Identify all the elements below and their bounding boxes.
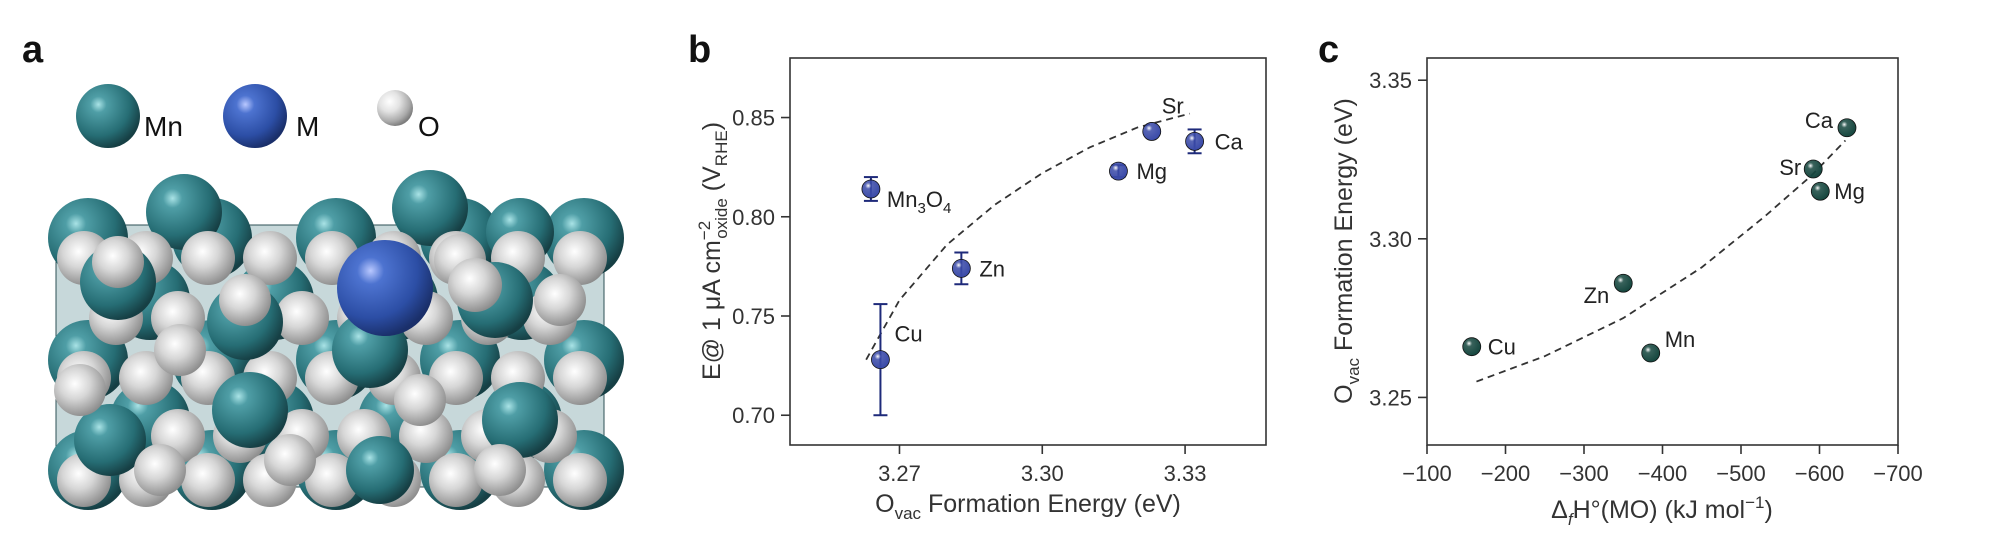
x-tick-label: 3.33 bbox=[1164, 461, 1207, 486]
o-atom bbox=[429, 453, 483, 507]
x-tick-label: −600 bbox=[1795, 461, 1845, 486]
panel-c-x-axis-title: ΔfH°(MO) (kJ mol−1) bbox=[1551, 493, 1773, 529]
panel-a-structure: a Mn M O bbox=[22, 29, 624, 510]
o-atom bbox=[275, 291, 329, 345]
slab-structure bbox=[48, 170, 624, 510]
data-point-ca bbox=[1185, 131, 1204, 151]
x-tick-label: −700 bbox=[1873, 461, 1923, 486]
legend-mn-label: Mn bbox=[144, 111, 183, 142]
point-label-ca: Ca bbox=[1215, 129, 1244, 154]
o-atom bbox=[553, 351, 607, 405]
y-tick-label: 0.75 bbox=[732, 304, 775, 329]
y-tick-label: 0.70 bbox=[732, 403, 775, 428]
o-atom bbox=[394, 374, 446, 426]
panel-b-chart: b 3.27 3.30 3.330.700.750.800.85 CuZnMgSrC… bbox=[688, 29, 1267, 523]
mn-atom bbox=[212, 372, 288, 448]
legend-o-label: O bbox=[418, 111, 440, 142]
data-point-sr bbox=[1142, 122, 1162, 141]
o-atom bbox=[181, 231, 235, 285]
point-label-mn: Mn bbox=[1665, 327, 1696, 352]
point-label-sr: Sr bbox=[1779, 155, 1801, 180]
x-tick-label: −500 bbox=[1716, 461, 1766, 486]
o-atom bbox=[243, 231, 297, 285]
data-point-mg bbox=[1109, 161, 1128, 181]
point-label-sr: Sr bbox=[1162, 93, 1184, 118]
mn-atom bbox=[346, 436, 414, 504]
point-label-cu: Cu bbox=[894, 322, 922, 347]
panel-b-axes: 3.27 3.30 3.33 0.70 0.75 0.80 0.85 bbox=[732, 106, 1207, 486]
x-tick-label: −200 bbox=[1481, 461, 1531, 486]
panel-b-fit-curve bbox=[865, 112, 1191, 361]
o-atom bbox=[154, 324, 206, 376]
o-atom bbox=[534, 274, 586, 326]
data-point-mg bbox=[1810, 181, 1830, 201]
data-point-cu bbox=[1462, 337, 1482, 357]
data-point-cu bbox=[871, 350, 890, 370]
x-tick-label: 3.27 bbox=[878, 461, 921, 486]
y-tick-label: 0.85 bbox=[732, 106, 775, 131]
data-point-zn bbox=[1613, 273, 1633, 293]
data-point-zn bbox=[951, 258, 971, 278]
data-point-mn bbox=[1641, 343, 1661, 363]
panel-a-letter: a bbox=[22, 29, 44, 71]
data-point-sr bbox=[1803, 159, 1823, 179]
data-point-mn3o4 bbox=[861, 179, 881, 199]
x-tick-label: −300 bbox=[1559, 461, 1609, 486]
legend-o: O bbox=[377, 90, 440, 142]
point-label-mg: Mg bbox=[1834, 179, 1865, 204]
o-atom-icon bbox=[377, 90, 413, 126]
legend-m: M bbox=[223, 84, 319, 148]
o-atom bbox=[181, 453, 235, 507]
panel-c-axes: −100 −200 −300 −400 −500 −600 −700 3.25 3.30 3.35 bbox=[1369, 68, 1923, 486]
mn-atom bbox=[74, 404, 146, 476]
mn-atom bbox=[146, 174, 222, 250]
point-label-mn3o4: Mn3O4 bbox=[887, 187, 951, 217]
panel-b-letter: b bbox=[688, 29, 711, 71]
y-tick-label: 3.35 bbox=[1369, 68, 1412, 93]
panel-c-letter: c bbox=[1318, 29, 1339, 71]
point-label-zn: Zn bbox=[1584, 283, 1610, 308]
o-atom bbox=[553, 453, 607, 507]
mn-atom-icon bbox=[76, 84, 140, 148]
y-tick-label: 3.30 bbox=[1369, 227, 1412, 252]
panel-b-y-axis-title: E@ 1 μA cm−2oxide (VRHE) bbox=[695, 122, 731, 380]
point-label-mg: Mg bbox=[1136, 159, 1167, 184]
o-atom bbox=[448, 258, 502, 312]
o-atom bbox=[553, 231, 607, 285]
point-label-cu: Cu bbox=[1488, 335, 1516, 360]
mn-atom bbox=[392, 170, 468, 246]
y-tick-label: 3.25 bbox=[1369, 385, 1412, 410]
o-atom bbox=[134, 444, 186, 496]
o-atom bbox=[305, 453, 359, 507]
x-tick-label: 3.30 bbox=[1021, 461, 1064, 486]
point-label-ca: Ca bbox=[1805, 108, 1834, 133]
panel-c-chart: c −100 −200 −300 −400 −500 −600 −700 3.25 3.30 3.… bbox=[1318, 29, 1923, 529]
panel-c-points: Cu Zn Mn Sr Mg Ca bbox=[1462, 108, 1865, 363]
o-atom bbox=[54, 364, 106, 416]
m-atom-icon bbox=[223, 84, 287, 148]
o-atom bbox=[219, 274, 271, 326]
point-label-zn: Zn bbox=[979, 256, 1005, 281]
panel-b-plot-frame bbox=[789, 57, 1267, 446]
data-point-ca bbox=[1837, 118, 1857, 138]
legend-mn: Mn bbox=[76, 84, 183, 148]
mn-atom bbox=[482, 382, 558, 458]
x-tick-label: −400 bbox=[1638, 461, 1688, 486]
panel-b-x-axis-title: Ovac Formation Energy (eV) bbox=[875, 490, 1181, 523]
o-atom bbox=[92, 236, 144, 288]
panel-c-y-axis-title: Ovac Formation Energy (eV) bbox=[1330, 98, 1363, 404]
y-tick-label: 0.80 bbox=[732, 205, 775, 230]
o-atom bbox=[474, 444, 526, 496]
legend-m-label: M bbox=[296, 111, 319, 142]
x-tick-label: −100 bbox=[1402, 461, 1452, 486]
m-dopant-atom bbox=[337, 240, 433, 336]
panel-b-points: Cu Zn Mg Sr Ca Mn3O4 bbox=[861, 93, 1244, 417]
o-atom bbox=[264, 434, 316, 486]
